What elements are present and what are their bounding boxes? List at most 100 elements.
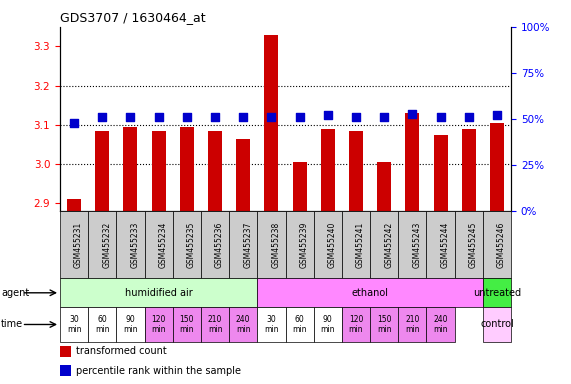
Bar bbox=[258, 278, 483, 307]
Text: transformed count: transformed count bbox=[76, 346, 167, 356]
Bar bbox=[116, 307, 144, 342]
Text: 60
min: 60 min bbox=[95, 315, 110, 334]
Bar bbox=[208, 131, 222, 211]
Bar bbox=[264, 35, 279, 211]
Bar bbox=[370, 307, 399, 342]
Point bbox=[351, 114, 360, 120]
Bar bbox=[399, 307, 427, 342]
Text: GSM455241: GSM455241 bbox=[356, 222, 365, 268]
Bar bbox=[173, 307, 201, 342]
Bar bbox=[321, 129, 335, 211]
Bar bbox=[123, 127, 138, 211]
Bar bbox=[483, 278, 511, 307]
Bar bbox=[88, 307, 116, 342]
Bar bbox=[286, 211, 313, 278]
Bar bbox=[462, 129, 476, 211]
Text: GSM455233: GSM455233 bbox=[130, 222, 139, 268]
Bar bbox=[377, 162, 391, 211]
Point bbox=[70, 120, 79, 126]
Bar bbox=[236, 139, 250, 211]
Text: control: control bbox=[480, 319, 514, 329]
Bar bbox=[483, 211, 511, 278]
Text: 90
min: 90 min bbox=[123, 315, 138, 334]
Text: GSM455232: GSM455232 bbox=[102, 222, 111, 268]
Bar bbox=[229, 307, 258, 342]
Bar bbox=[342, 211, 370, 278]
Bar bbox=[173, 211, 201, 278]
Text: untreated: untreated bbox=[473, 288, 521, 298]
Bar bbox=[455, 211, 483, 278]
Point bbox=[182, 114, 191, 120]
Bar bbox=[201, 307, 229, 342]
Text: GSM455245: GSM455245 bbox=[469, 222, 478, 268]
Text: 240
min: 240 min bbox=[236, 315, 251, 334]
Bar bbox=[60, 211, 88, 278]
Bar bbox=[144, 307, 173, 342]
Bar bbox=[258, 307, 286, 342]
Bar bbox=[151, 131, 166, 211]
Bar bbox=[313, 307, 342, 342]
Text: 120
min: 120 min bbox=[349, 315, 363, 334]
Text: GDS3707 / 1630464_at: GDS3707 / 1630464_at bbox=[60, 11, 206, 24]
Text: agent: agent bbox=[1, 288, 29, 298]
Text: 30
min: 30 min bbox=[67, 315, 81, 334]
Text: GSM455239: GSM455239 bbox=[300, 222, 308, 268]
Point bbox=[154, 114, 163, 120]
Bar bbox=[433, 135, 448, 211]
Bar bbox=[370, 211, 399, 278]
Point bbox=[464, 114, 473, 120]
Text: 60
min: 60 min bbox=[292, 315, 307, 334]
Point bbox=[126, 114, 135, 120]
Bar bbox=[60, 365, 71, 376]
Text: GSM455231: GSM455231 bbox=[74, 222, 83, 268]
Bar bbox=[483, 307, 511, 342]
Point bbox=[323, 112, 332, 118]
Text: GSM455242: GSM455242 bbox=[384, 222, 393, 268]
Point bbox=[436, 114, 445, 120]
Bar bbox=[342, 307, 370, 342]
Bar bbox=[349, 131, 363, 211]
Bar bbox=[60, 278, 258, 307]
Point bbox=[239, 114, 248, 120]
Bar bbox=[427, 211, 455, 278]
Point bbox=[408, 111, 417, 117]
Point bbox=[267, 114, 276, 120]
Text: percentile rank within the sample: percentile rank within the sample bbox=[76, 366, 241, 376]
Bar bbox=[286, 307, 313, 342]
Bar bbox=[229, 211, 258, 278]
Text: 30
min: 30 min bbox=[264, 315, 279, 334]
Point bbox=[295, 114, 304, 120]
Text: GSM455234: GSM455234 bbox=[159, 222, 168, 268]
Point bbox=[211, 114, 220, 120]
Bar bbox=[313, 211, 342, 278]
Text: GSM455244: GSM455244 bbox=[441, 222, 449, 268]
Bar bbox=[60, 307, 88, 342]
Text: GSM455236: GSM455236 bbox=[215, 222, 224, 268]
Text: GSM455237: GSM455237 bbox=[243, 222, 252, 268]
Point bbox=[98, 114, 107, 120]
Text: GSM455240: GSM455240 bbox=[328, 222, 337, 268]
Text: GSM455235: GSM455235 bbox=[187, 222, 196, 268]
Bar bbox=[67, 199, 81, 211]
Text: 240
min: 240 min bbox=[433, 315, 448, 334]
Bar bbox=[88, 211, 116, 278]
Text: GSM455243: GSM455243 bbox=[412, 222, 421, 268]
Point bbox=[492, 112, 501, 118]
Bar bbox=[490, 123, 504, 211]
Bar bbox=[427, 307, 455, 342]
Text: 150
min: 150 min bbox=[179, 315, 194, 334]
Bar bbox=[292, 162, 307, 211]
Bar bbox=[201, 211, 229, 278]
Text: 210
min: 210 min bbox=[208, 315, 222, 334]
Text: GSM455238: GSM455238 bbox=[271, 222, 280, 268]
Text: 90
min: 90 min bbox=[320, 315, 335, 334]
Point bbox=[380, 114, 389, 120]
Bar bbox=[144, 211, 173, 278]
Text: 150
min: 150 min bbox=[377, 315, 392, 334]
Bar bbox=[95, 131, 109, 211]
Text: 120
min: 120 min bbox=[151, 315, 166, 334]
Bar bbox=[258, 211, 286, 278]
Bar bbox=[399, 211, 427, 278]
Bar bbox=[180, 127, 194, 211]
Text: GSM455246: GSM455246 bbox=[497, 222, 506, 268]
